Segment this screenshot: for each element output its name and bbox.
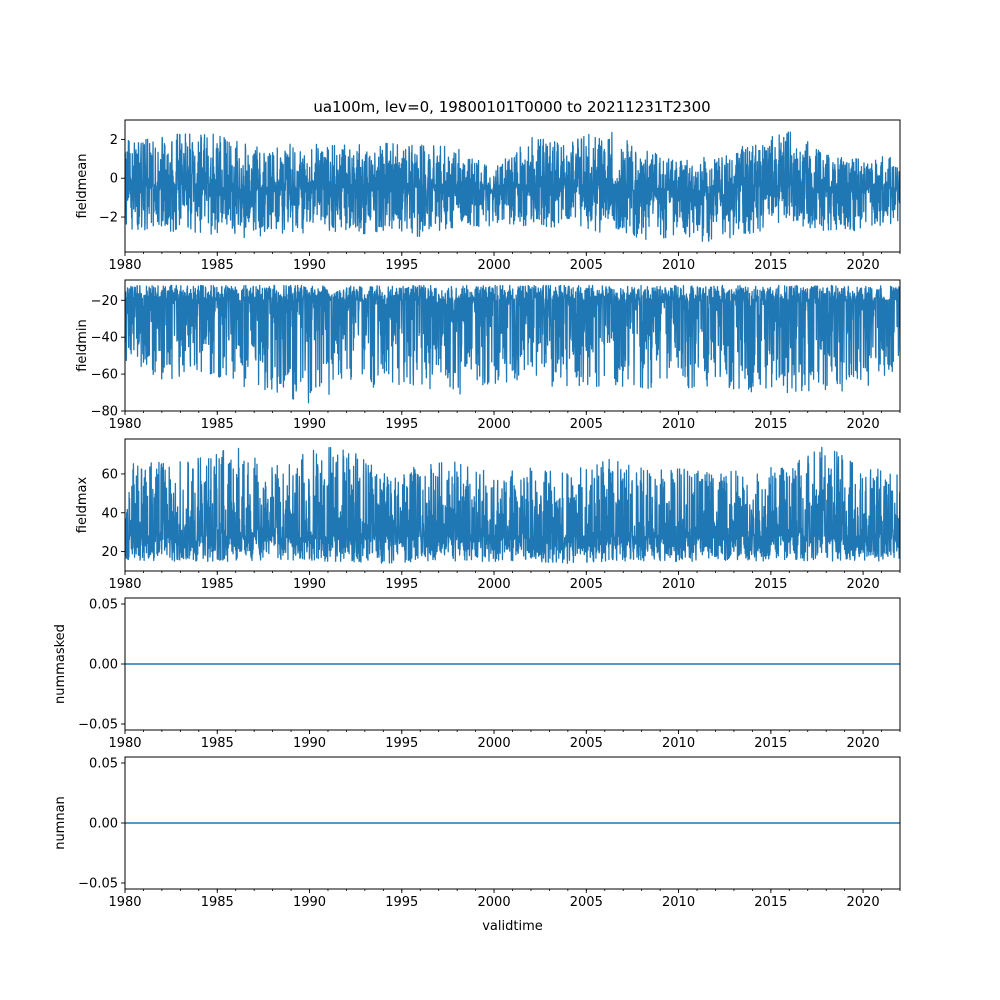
subplot-fieldmin: 1980 1985 1990 1995 2000 2005 2010 2015 2020 −80 −… [75, 279, 901, 432]
x-tick-label: 2020 [847, 258, 880, 273]
y-tick-label: 0 [110, 172, 118, 187]
plot-area [125, 131, 900, 242]
subplot-numnan: 1980 1985 1990 1995 2000 2005 2010 2015 2020 −0.0… [53, 756, 901, 934]
y-tick-label: −0.05 [78, 718, 118, 733]
x-tick-label: 1995 [385, 577, 418, 592]
y-tick-label: 2 [110, 133, 118, 148]
y-tick-label: 0.00 [89, 658, 118, 673]
y-tick-label: −40 [91, 331, 118, 346]
subplot-fieldmax: 1980 1985 1990 1995 2000 2005 2010 2015 20202040… [75, 438, 901, 592]
x-tick-label: 2005 [570, 258, 603, 273]
y-axis-label-fieldmin: fieldmin [75, 319, 90, 372]
subplot-fieldmean: 1980 1985 1990 1995 2000 2005 2010 2015 2020 −2 0 2… [75, 119, 901, 273]
x-tick-label: 1980 [108, 895, 141, 910]
x-tick-label: 2005 [570, 736, 603, 751]
x-tick-label: 2000 [478, 736, 511, 751]
x-tick-label: 2010 [662, 895, 695, 910]
y-tick-label: −0.05 [78, 877, 118, 892]
x-tick-label: 1980 [108, 736, 141, 751]
x-tick-label: 1985 [201, 258, 234, 273]
series-line-fieldmean [125, 131, 900, 242]
chart-title: ua100m, lev=0, 19800101T0000 to 20211231… [313, 98, 710, 116]
x-tick-label: 2000 [478, 258, 511, 273]
x-tick-label: 2005 [570, 895, 603, 910]
x-tick-label: 1990 [293, 577, 326, 592]
x-tick-label: 1980 [108, 417, 141, 432]
x-tick-label: 2010 [662, 417, 695, 432]
x-tick-label: 2000 [478, 895, 511, 910]
x-tick-label: 2015 [754, 895, 787, 910]
x-tick-label: 1995 [385, 417, 418, 432]
subplot-nummasked: 1980 1985 1990 1995 2000 2005 2010 2015 2020 −0.0… [53, 597, 901, 751]
y-tick-label: −20 [91, 294, 118, 309]
y-tick-label: 60 [101, 467, 118, 482]
x-axis-label: validtime [482, 919, 543, 934]
x-tick-label: 2015 [754, 736, 787, 751]
x-tick-label: 2000 [478, 417, 511, 432]
series-line-fieldmin [125, 284, 900, 404]
x-tick-label: 1990 [293, 258, 326, 273]
x-tick-label: 2015 [754, 258, 787, 273]
x-tick-label: 1980 [108, 258, 141, 273]
y-tick-label: 0.00 [89, 817, 118, 832]
y-tick-label: 20 [101, 545, 118, 560]
y-tick-label: 40 [101, 506, 118, 521]
x-tick-label: 2010 [662, 577, 695, 592]
y-axis-label-fieldmax: fieldmax [75, 477, 90, 534]
x-tick-label: 2005 [570, 417, 603, 432]
series-line-fieldmax [125, 446, 900, 564]
y-tick-label: 0.05 [89, 757, 118, 772]
x-tick-label: 1985 [201, 417, 234, 432]
x-tick-label: 2015 [754, 417, 787, 432]
x-tick-label: 1995 [385, 736, 418, 751]
y-axis-label-numnan: numnan [53, 796, 68, 850]
x-tick-label: 1990 [293, 417, 326, 432]
x-tick-label: 1995 [385, 895, 418, 910]
x-tick-label: 2020 [847, 577, 880, 592]
plot-area [125, 284, 900, 404]
y-tick-label: −60 [91, 368, 118, 383]
x-tick-label: 1995 [385, 258, 418, 273]
x-tick-label: 1990 [293, 736, 326, 751]
x-tick-label: 1980 [108, 577, 141, 592]
x-tick-label: 1985 [201, 895, 234, 910]
x-tick-label: 2010 [662, 736, 695, 751]
x-tick-label: 2000 [478, 577, 511, 592]
plot-area [125, 446, 900, 564]
x-tick-label: 2020 [847, 417, 880, 432]
y-tick-label: 0.05 [89, 598, 118, 613]
y-axis-label-fieldmean: fieldmean [75, 154, 90, 219]
x-tick-label: 2010 [662, 258, 695, 273]
y-tick-label: −2 [99, 211, 118, 226]
x-tick-label: 1990 [293, 895, 326, 910]
x-tick-label: 2020 [847, 736, 880, 751]
x-tick-label: 1985 [201, 577, 234, 592]
x-tick-label: 2005 [570, 577, 603, 592]
x-tick-label: 1985 [201, 736, 234, 751]
y-axis-label-nummasked: nummasked [53, 624, 68, 704]
x-tick-label: 2015 [754, 577, 787, 592]
y-tick-label: −80 [91, 405, 118, 420]
x-tick-label: 2020 [847, 895, 880, 910]
